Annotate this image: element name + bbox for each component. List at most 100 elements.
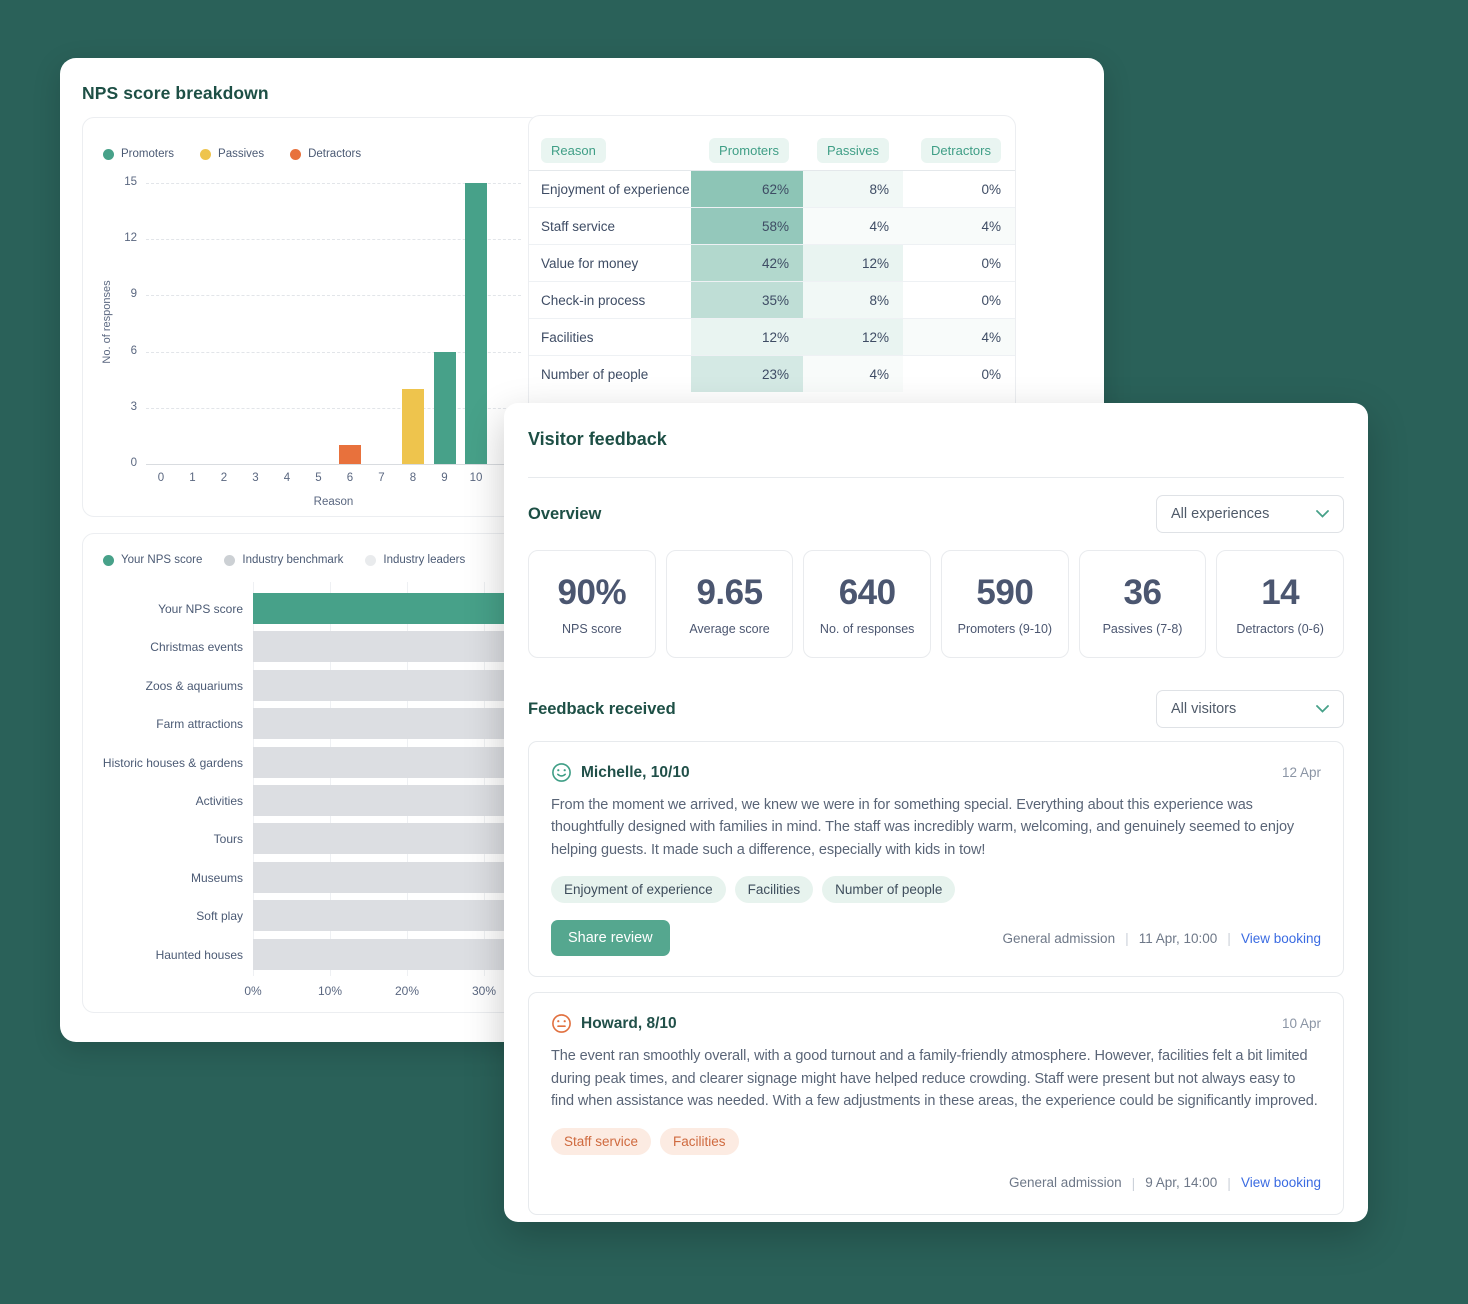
visitors-dropdown[interactable]: All visitors — [1156, 690, 1344, 728]
legend-dot — [103, 554, 114, 566]
table-row: Staff service 58% 4% 4% — [529, 207, 1015, 244]
booking-meta: General admission | 9 Apr, 14:00 | View book… — [1009, 1175, 1321, 1191]
detractors-value-cell: 0% — [981, 255, 1001, 271]
stat-card: 590 Promoters (9-10) — [941, 550, 1069, 658]
category-label: Soft play — [196, 909, 243, 924]
reason-cell: Value for money — [541, 255, 639, 271]
benchmark-bar — [253, 785, 531, 816]
view-booking-link[interactable]: View booking — [1240, 930, 1321, 946]
experiences-dropdown[interactable]: All experiences — [1156, 495, 1344, 533]
your-nps-score-bar — [253, 593, 531, 624]
y-axis-tick: 12 — [124, 232, 137, 245]
stat-card: 640 No. of responses — [803, 550, 932, 658]
table-row: Number of people 23% 4% 0% — [529, 355, 1015, 392]
detractors-value-cell: 0% — [981, 292, 1001, 308]
x-axis-tick: 3 — [252, 472, 259, 484]
legend-item: Industry leaders — [365, 554, 465, 566]
reviewer-name: Michelle, 10/10 — [581, 763, 690, 781]
y-axis-tick: 9 — [130, 288, 137, 301]
chevron-down-icon — [1316, 510, 1329, 518]
legend-label: Industry leaders — [383, 554, 466, 566]
gridline — [146, 239, 521, 241]
detractors-value-cell: 0% — [981, 181, 1001, 197]
passives-value-cell: 12% — [803, 245, 903, 281]
benchmark-bar — [253, 861, 531, 893]
column-header-pill: Reason — [541, 137, 606, 163]
stat-card: 14 Detractors (0-6) — [1216, 550, 1345, 658]
review-header: Howard, 8/10 10 Apr — [551, 1013, 1321, 1034]
separator: | — [1131, 1174, 1136, 1191]
feedback-card-title: Visitor feedback — [528, 429, 667, 449]
legend-dot — [290, 148, 302, 160]
table-header-row: Reason Promoters Passives Detractors — [529, 130, 1015, 170]
stat-label: Detractors (0-6) — [1236, 621, 1324, 636]
stat-label: No. of responses — [819, 621, 915, 636]
review-body: From the moment we arrived, we knew we w… — [551, 797, 1295, 858]
legend-item: Detractors — [290, 148, 361, 160]
y-axis-tick: 6 — [130, 344, 137, 357]
category-label: Museums — [190, 870, 243, 885]
legend-item: Promoters — [103, 148, 174, 160]
x-axis-tick: 0 — [157, 472, 165, 484]
review-tag: Number of people — [822, 876, 956, 904]
booking-experience: General admission — [1009, 1175, 1122, 1191]
gridline — [146, 351, 521, 353]
y-axis-tick: 3 — [130, 400, 137, 413]
review-tag: Staff service — [551, 1127, 652, 1155]
stat-value: 36 — [1123, 572, 1162, 612]
reason-cell: Staff service — [541, 218, 616, 234]
reason-cell: Number of people — [541, 366, 649, 382]
x-axis-tick: 7 — [378, 472, 385, 484]
benchmark-bar — [253, 900, 531, 932]
detractors-value-cell: 0% — [981, 366, 1001, 382]
table-row: Facilities 12% 12% 4% — [529, 318, 1015, 355]
category-label: Activities — [195, 794, 243, 808]
separator: | — [1227, 930, 1231, 947]
passives-value-cell: 8% — [803, 282, 903, 318]
legend-label: Promoters — [121, 148, 175, 160]
share-review-button[interactable]: Share review — [551, 920, 670, 957]
table-body: Enjoyment of experience 62% 8% 0% Staff serv… — [529, 170, 1015, 392]
y-axis-tick: 15 — [124, 176, 137, 188]
bar — [339, 445, 361, 464]
stat-label: Passives (7-8) — [1102, 621, 1183, 636]
x-axis-tick: 1 — [189, 472, 196, 484]
legend-dot — [365, 554, 377, 566]
stat-value: 640 — [838, 572, 896, 612]
legend-item: Industry benchmark — [224, 554, 343, 566]
legend-label: Detractors — [308, 148, 362, 160]
x-axis-tick: 4 — [283, 472, 291, 484]
stat-label: Average score — [689, 621, 770, 636]
promoters-value-cell: 35% — [691, 282, 803, 318]
x-axis-tick: 30% — [471, 984, 497, 998]
reason-breakdown-table: Reason Promoters Passives Detractors Enjoyme… — [528, 115, 1016, 447]
view-booking-link[interactable]: View booking — [1240, 1175, 1321, 1191]
neutral-face-icon — [551, 1013, 572, 1034]
booking-experience: General admission — [1002, 930, 1116, 946]
promoters-value-cell: 62% — [691, 171, 803, 207]
booking-meta: General admission | 11 Apr, 10:00 | View boo… — [1003, 930, 1321, 946]
y-axis-tick: 0 — [130, 457, 137, 469]
column-header-detractors: Detractors — [903, 130, 1015, 170]
experiences-dropdown-value: All experiences — [1171, 506, 1270, 522]
x-axis-tick: 8 — [409, 472, 417, 484]
legend-label: Passives — [218, 148, 265, 160]
x-axis-tick: 10% — [317, 984, 343, 998]
smiley-face-icon — [551, 762, 572, 783]
stat-card: 36 Passives (7-8) — [1078, 550, 1207, 658]
x-axis-tick: 5 — [315, 472, 322, 484]
gridline — [330, 582, 331, 976]
nps-score-bar-chart: Promoters Passives Detractors 15 12 9 6 3 0 0 1 2 3 4… — [82, 117, 542, 517]
gridline — [146, 295, 521, 297]
detractors-value-cell: 4% — [903, 208, 1015, 244]
separator: | — [1125, 930, 1129, 947]
bar — [465, 183, 487, 464]
overview-row: Overview All experiences — [528, 495, 1344, 533]
column-header-passives: Passives — [803, 130, 903, 170]
review-card: Howard, 8/10 10 Apr The event ran smoothly… — [528, 992, 1344, 1215]
table-row: Value for money 42% 12% 0% — [529, 244, 1015, 281]
promoters-value-cell: 58% — [691, 208, 803, 244]
stat-value: 590 — [976, 572, 1034, 612]
promoters-value-cell: 23% — [691, 356, 803, 392]
review-date: 12 Apr — [1281, 765, 1321, 780]
